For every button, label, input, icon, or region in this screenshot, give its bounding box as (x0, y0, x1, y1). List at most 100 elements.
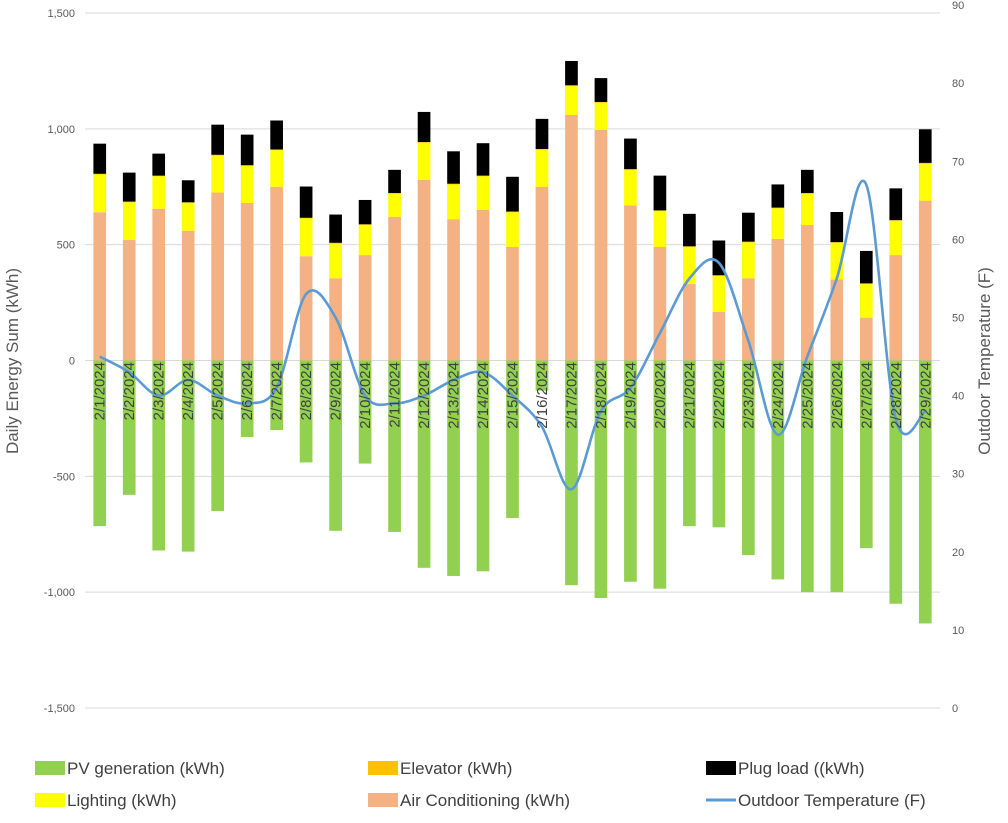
pv-generation-bar (889, 360, 903, 604)
elevator-kwh-bar (859, 283, 873, 285)
lighting-kwh-bar (742, 242, 755, 279)
lighting-kwh-bar (93, 174, 107, 213)
date-label: 2/10/2024 (357, 362, 374, 429)
pv-generation-bar (299, 360, 313, 463)
bars (93, 60, 932, 624)
pv-generation-bar (358, 360, 372, 464)
plug-load-kwh-bar (742, 212, 755, 242)
date-label: 2/2/2024 (121, 362, 138, 420)
elevator-kwh-bar (152, 175, 166, 177)
plug-load-kwh-bar (889, 188, 903, 221)
plug-load-kwh-bar (800, 169, 814, 194)
pv-generation-bar (122, 360, 136, 495)
date-label: 2/7/2024 (269, 362, 286, 420)
plug-load-kwh-bar (506, 176, 519, 212)
elevator-kwh-bar (506, 211, 519, 213)
lighting-kwh-bar (447, 184, 460, 220)
left-axis: 1,500 1,000 500 0 -500 -1,000 -1,500 (44, 8, 75, 715)
plug-load-kwh-bar (653, 175, 667, 211)
air-conditioning-kwh-bar (388, 216, 401, 361)
legend-label: PV generation (kWh) (67, 759, 225, 778)
lighting-kwh-bar (594, 102, 608, 130)
date-label: 2/25/2024 (799, 362, 816, 429)
plug-load-kwh-bar (830, 212, 844, 243)
pv-generation-bar (93, 360, 107, 527)
date-label: 2/12/2024 (416, 362, 433, 429)
lighting-kwh-bar (358, 224, 372, 256)
y2-tick-label: 60 (952, 234, 964, 246)
elevator-kwh-bar (447, 183, 460, 185)
legend-label: Outdoor Temperature (F) (738, 791, 926, 810)
pv-generation-bar (653, 360, 667, 589)
y-tick-label: -1,000 (44, 587, 75, 599)
y-tick-label: 1,500 (47, 8, 75, 20)
pv-generation-bar (476, 360, 490, 572)
date-label: 2/27/2024 (858, 362, 875, 429)
pv-generation-bar (830, 360, 844, 593)
elevator-kwh-bar (594, 101, 608, 103)
air-conditioning-kwh-bar (535, 186, 549, 361)
y-tick-label: 0 (69, 356, 75, 368)
date-label: 2/14/2024 (475, 362, 492, 429)
date-label: 2/23/2024 (740, 362, 757, 429)
legend-item: Lighting (kWh) (35, 791, 177, 810)
y2-tick-label: 30 (952, 469, 964, 481)
y-tick-label: -1,500 (44, 703, 75, 715)
y2-tick-label: 70 (952, 156, 964, 168)
plug-load-kwh-bar (329, 214, 342, 243)
legend-swatch (35, 793, 65, 807)
air-conditioning-kwh-bar (358, 255, 372, 361)
legend-label: Lighting (kWh) (67, 791, 177, 810)
date-label: 2/17/2024 (563, 362, 580, 429)
lighting-kwh-bar (800, 193, 814, 225)
legend-item: Elevator (kWh) (368, 759, 512, 778)
elevator-kwh-bar (358, 224, 372, 225)
lighting-kwh-bar (329, 243, 342, 279)
elevator-kwh-bar (417, 142, 431, 143)
plug-load-kwh-bar (771, 184, 785, 208)
plug-load-kwh-bar (299, 186, 313, 218)
y2-tick-label: 20 (952, 547, 964, 559)
pv-generation-bar (152, 360, 166, 551)
elevator-kwh-bar (683, 246, 696, 247)
lighting-kwh-bar (565, 85, 578, 115)
y2-tick-label: 50 (952, 313, 964, 325)
elevator-kwh-bar (653, 210, 667, 212)
air-conditioning-kwh-bar (93, 212, 107, 361)
legend-swatch (368, 761, 398, 775)
pv-generation-bar (624, 360, 637, 582)
elevator-kwh-bar (476, 175, 490, 177)
legend-swatch (35, 761, 65, 775)
elevator-kwh-bar (211, 154, 225, 156)
legend-item: PV generation (kWh) (35, 759, 225, 778)
plug-load-kwh-bar (565, 60, 578, 86)
plug-load-kwh-bar (181, 180, 195, 203)
lighting-kwh-bar (624, 169, 637, 206)
air-conditioning-kwh-bar (240, 202, 254, 361)
y-tick-label: -500 (53, 471, 75, 483)
elevator-kwh-bar (240, 165, 254, 166)
plug-load-kwh-bar (122, 172, 136, 202)
plug-load-kwh-bar (152, 153, 166, 176)
legend-item: Air Conditioning (kWh) (368, 791, 570, 810)
pv-generation-bar (771, 360, 785, 580)
plug-load-kwh-bar (270, 120, 283, 150)
elevator-kwh-bar (181, 202, 195, 203)
plug-load-kwh-bar (476, 143, 490, 176)
lighting-kwh-bar (270, 150, 283, 187)
legend-item: Plug load ((kWh) (706, 759, 865, 778)
date-label: 2/16/2024 (534, 362, 551, 429)
lighting-kwh-bar (889, 220, 903, 256)
air-conditioning-kwh-bar (683, 284, 696, 361)
date-label: 2/1/2024 (92, 362, 109, 420)
elevator-kwh-bar (299, 217, 313, 219)
date-label: 2/20/2024 (652, 362, 669, 429)
air-conditioning-kwh-bar (565, 114, 578, 361)
y2-tick-label: 40 (952, 391, 964, 403)
lighting-kwh-bar (211, 155, 225, 193)
air-conditioning-kwh-bar (417, 179, 431, 361)
plug-load-kwh-bar (535, 118, 549, 149)
elevator-kwh-bar (712, 275, 726, 276)
lighting-kwh-bar (771, 208, 785, 239)
